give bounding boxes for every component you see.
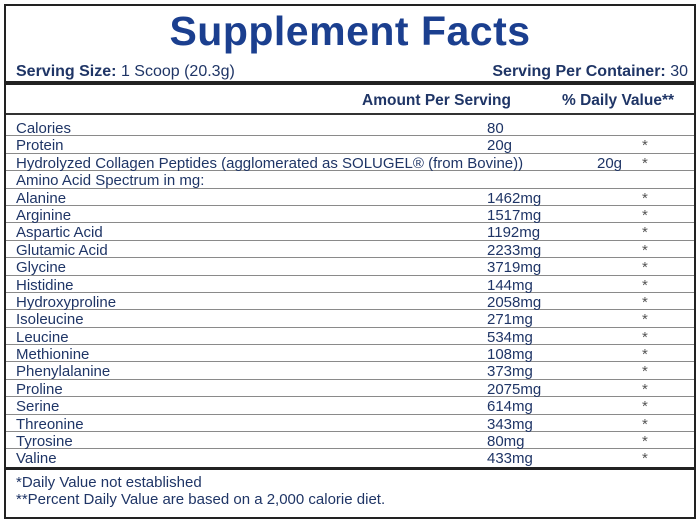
divider-thick	[6, 467, 694, 470]
table-row: Glycine 3719mg *	[6, 258, 694, 277]
table-row: Hydroxyproline 2058mg *	[6, 293, 694, 311]
table-row: Glutamic Acid 2233mg *	[6, 241, 694, 259]
nutrient-daily-value: *	[642, 276, 648, 294]
nutrient-amount: 20g	[597, 154, 623, 172]
nutrient-name: Tyrosine	[16, 433, 73, 451]
nutrient-name: Amino Acid Spectrum in mg:	[16, 172, 205, 190]
nutrient-amount: 3719mg	[487, 259, 542, 277]
nutrient-daily-value: *	[642, 328, 648, 346]
nutrient-daily-value: *	[642, 137, 648, 155]
nutrient-amount: 1517mg	[487, 206, 542, 224]
nutrient-amount: 534mg	[487, 328, 533, 346]
nutrient-amount: 108mg	[487, 346, 533, 364]
nutrient-daily-value: *	[642, 224, 648, 242]
table-row: Arginine 1517mg *	[6, 206, 694, 224]
nutrient-name: Leucine	[16, 328, 69, 346]
nutrient-name: Phenylalanine	[16, 363, 111, 381]
table-row: Calories 80	[6, 119, 694, 137]
table-row: Aspartic Acid 1192mg *	[6, 223, 694, 242]
nutrient-amount: 1462mg	[487, 189, 542, 207]
nutrient-daily-value: *	[642, 450, 648, 468]
nutrient-amount: 144mg	[487, 276, 533, 294]
nutrient-name: Aspartic Acid	[16, 224, 103, 242]
nutrient-name: Valine	[16, 450, 57, 468]
nutrient-name: Protein	[16, 137, 64, 155]
supplement-facts-panel: Supplement Facts Serving Size: 1 Scoop (…	[4, 4, 696, 519]
nutrient-daily-value: *	[642, 380, 648, 398]
nutrient-daily-value: *	[642, 398, 648, 416]
nutrient-name: Histidine	[16, 276, 74, 294]
panel-title: Supplement Facts	[169, 8, 531, 54]
divider-thick	[6, 81, 694, 85]
table-row: Proline 2075mg *	[6, 380, 694, 398]
nutrient-amount: 1192mg	[487, 224, 541, 242]
table-row: Amino Acid Spectrum in mg:	[6, 171, 694, 190]
nutrient-daily-value: *	[642, 259, 648, 277]
serving-size-value: 1 Scoop (20.3g)	[120, 63, 235, 80]
nutrient-daily-value: *	[642, 189, 648, 207]
nutrient-amount: 80	[487, 120, 504, 137]
nutrient-name: Hydrolyzed Collagen Peptides (agglomerat…	[16, 154, 524, 172]
nutrient-amount: 80mg	[487, 433, 525, 451]
table-row: Serine 614mg *	[6, 397, 694, 416]
nutrient-amount: 614mg	[487, 398, 533, 416]
header-daily-value: % Daily Value**	[562, 92, 675, 109]
servings-per-container: Serving Per Container: 30	[492, 63, 688, 81]
nutrient-amount: 373mg	[487, 363, 533, 381]
table-row: Phenylalanine 373mg *	[6, 362, 694, 381]
nutrient-daily-value: *	[642, 415, 648, 433]
table-row: Tyrosine 80mg *	[6, 432, 694, 451]
serving-info: Serving Size: 1 Scoop (20.3g) Serving Pe…	[16, 63, 688, 81]
nutrient-name: Calories	[16, 120, 72, 137]
footnote-1: *Daily Value not established	[16, 474, 202, 491]
nutrient-name: Glutamic Acid	[16, 241, 108, 259]
table-row: Leucine 534mg *	[6, 328, 694, 346]
nutrient-daily-value: *	[642, 241, 648, 259]
nutrient-amount: 343mg	[487, 415, 533, 433]
nutrient-name: Alanine	[16, 189, 67, 207]
serving-size-label: Serving Size:	[16, 63, 117, 80]
nutrient-name: Isoleucine	[16, 311, 84, 329]
table-row: Hydrolyzed Collagen Peptides (agglomerat…	[6, 154, 694, 172]
nutrient-amount: 2058mg	[487, 293, 542, 311]
table-row: Threonine 343mg *	[6, 415, 694, 433]
nutrient-name: Serine	[16, 398, 60, 416]
table-row: Histidine 144mg *	[6, 276, 694, 294]
header-amount: Amount Per Serving	[362, 92, 511, 109]
table-row: Valine 433mg *	[6, 449, 694, 468]
nutrient-name: Glycine	[16, 259, 67, 277]
nutrient-name: Threonine	[16, 415, 84, 433]
nutrient-name: Methionine	[16, 346, 90, 364]
nutrient-daily-value: *	[642, 433, 648, 451]
divider-header	[6, 113, 694, 115]
nutrient-daily-value: *	[642, 154, 648, 172]
nutrient-daily-value: *	[642, 346, 648, 364]
nutrient-amount: 271mg	[487, 311, 533, 329]
servings-per-container-label: Serving Per Container:	[492, 63, 666, 80]
nutrient-daily-value: *	[642, 293, 648, 311]
nutrient-name: Hydroxyproline	[16, 293, 117, 311]
nutrient-amount: 2233mg	[487, 241, 542, 259]
nutrient-name: Arginine	[16, 206, 72, 224]
nutrient-daily-value: *	[642, 311, 648, 329]
nutrient-daily-value: *	[642, 206, 648, 224]
nutrient-amount: 20g	[487, 137, 513, 155]
table-row: Alanine 1462mg *	[6, 189, 694, 207]
footnote-2: **Percent Daily Value are based on a 2,0…	[16, 491, 386, 508]
servings-per-container-value: 30	[670, 63, 688, 80]
table-row: Isoleucine 271mg *	[6, 310, 694, 329]
nutrient-amount: 433mg	[487, 450, 533, 468]
table-row: Methionine 108mg *	[6, 345, 694, 364]
nutrient-amount: 2075mg	[487, 380, 542, 398]
serving-size: Serving Size: 1 Scoop (20.3g)	[16, 63, 235, 81]
nutrient-daily-value: *	[642, 363, 648, 381]
table-row: Protein 20g *	[6, 136, 694, 155]
nutrient-name: Proline	[16, 380, 63, 398]
nutrient-table: Calories 80 Protein 20g * Hydrolyzed Collagen…	[6, 119, 694, 467]
